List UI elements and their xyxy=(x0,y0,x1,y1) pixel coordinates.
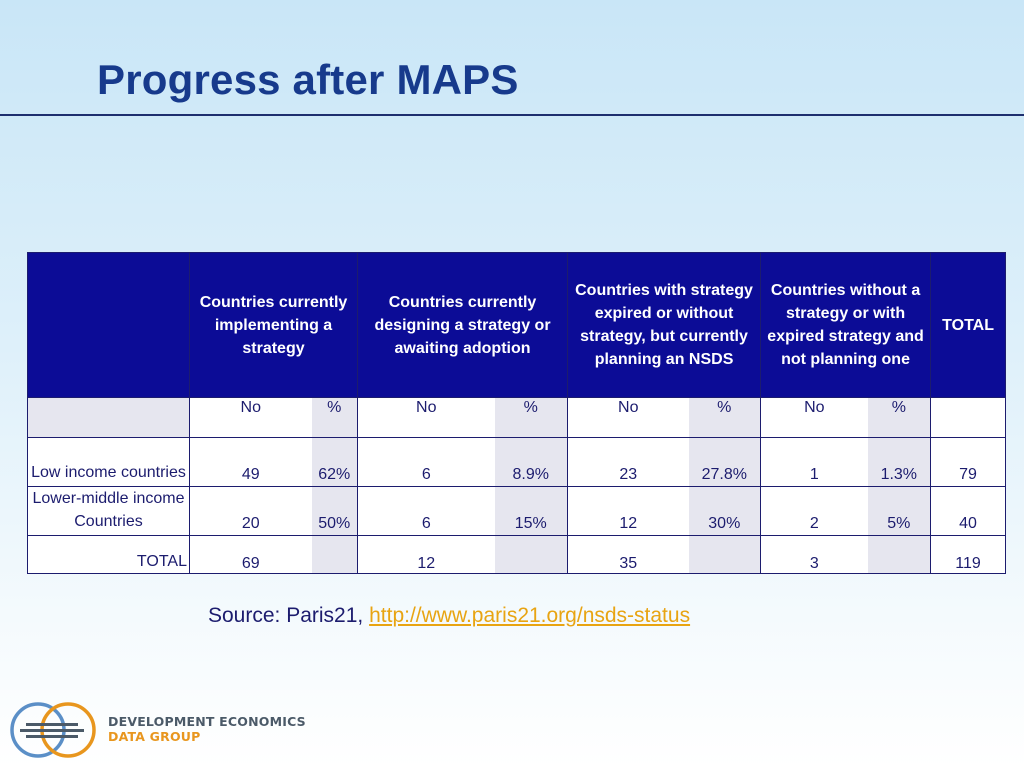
subheader-cell: % xyxy=(867,397,932,438)
slide-title: Progress after MAPS xyxy=(97,56,519,103)
table-cell: 62% xyxy=(311,437,359,487)
table-cell xyxy=(867,535,932,574)
header-total: TOTAL xyxy=(930,252,1007,398)
table-cell: 1 xyxy=(760,437,868,487)
row-label: TOTAL xyxy=(27,535,190,574)
logo-wordmark: DEVELOPMENT ECONOMICS DATA GROUP xyxy=(108,714,306,744)
table-cell xyxy=(688,535,762,574)
table-total-row: TOTAL 69 12 35 3 119 xyxy=(27,535,1007,574)
table-cell: 6 xyxy=(357,437,495,487)
table-cell: 3 xyxy=(760,535,868,574)
table-cell: 23 xyxy=(567,437,689,487)
subheader-cell: No xyxy=(357,397,495,438)
table-cell: 8.9% xyxy=(494,437,569,487)
subheader-cell: % xyxy=(311,397,359,438)
row-label: Low income countries xyxy=(27,437,190,487)
table-cell: 49 xyxy=(189,437,312,487)
header-planning: Countries with strategy expired or witho… xyxy=(567,252,762,398)
table-cell: 20 xyxy=(189,486,312,536)
subheader-cell xyxy=(27,397,190,438)
table-cell: 15% xyxy=(494,486,569,536)
source-link[interactable]: http://www.paris21.org/nsds-status xyxy=(369,604,691,627)
table-cell: 30% xyxy=(688,486,762,536)
table-cell: 50% xyxy=(311,486,359,536)
logo-icon xyxy=(6,697,104,766)
table-cell: 27.8% xyxy=(688,437,762,487)
header-implementing: Countries currently implementing a strat… xyxy=(188,252,359,398)
header-designing: Countries currently designing a strategy… xyxy=(357,252,569,398)
table-row: Lower-middle income Countries 20 50% 6 1… xyxy=(27,486,1007,536)
table-cell: 6 xyxy=(357,486,495,536)
header-cell-empty xyxy=(27,252,190,398)
table-cell xyxy=(311,535,359,574)
table-cell: 69 xyxy=(189,535,312,574)
subheader-cell: % xyxy=(494,397,569,438)
subheader-cell: No xyxy=(760,397,868,438)
table-header-row: Countries currently implementing a strat… xyxy=(27,252,1007,398)
progress-table: Countries currently implementing a strat… xyxy=(27,252,1007,574)
table-cell: 79 xyxy=(930,437,1007,487)
table-row: Low income countries 49 62% 6 8.9% 23 27… xyxy=(27,437,1007,487)
table-cell xyxy=(494,535,569,574)
table-cell: 1.3% xyxy=(867,437,932,487)
table-subheader-row: No % No % No % No % xyxy=(27,397,1007,438)
subheader-cell xyxy=(930,397,1007,438)
table-cell: 5% xyxy=(867,486,932,536)
logo-line1: DEVELOPMENT ECONOMICS xyxy=(108,714,306,729)
subheader-cell: No xyxy=(189,397,312,438)
subheader-cell: % xyxy=(688,397,762,438)
table-cell: 12 xyxy=(567,486,689,536)
table-cell: 119 xyxy=(930,535,1007,574)
subheader-cell: No xyxy=(567,397,689,438)
table-cell: 12 xyxy=(357,535,495,574)
table-cell: 2 xyxy=(760,486,868,536)
header-not-planning: Countries without a strategy or with exp… xyxy=(760,252,932,398)
source-note: Source: Paris21, http://www.paris21.org/… xyxy=(208,604,690,628)
logo-line2: DATA GROUP xyxy=(108,729,201,744)
row-label: Lower-middle income Countries xyxy=(27,486,190,536)
table-cell: 40 xyxy=(930,486,1007,536)
source-prefix: Source: Paris21, xyxy=(208,604,370,627)
table-cell: 35 xyxy=(567,535,689,574)
title-divider xyxy=(0,114,1024,116)
